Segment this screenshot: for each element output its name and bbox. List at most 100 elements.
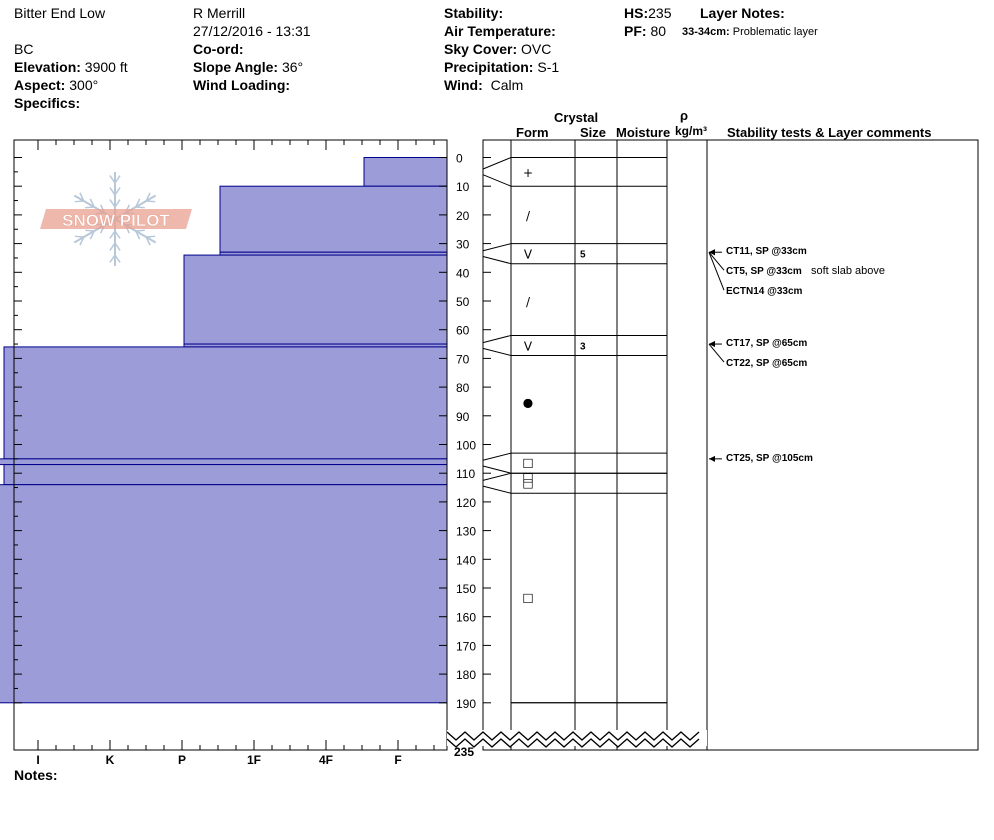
test-comment: soft slab above <box>811 265 885 277</box>
crystal-header: Crystal <box>554 110 599 125</box>
crystal-connector <box>482 243 512 252</box>
flake-branch <box>135 230 141 240</box>
flake-branch <box>79 236 85 246</box>
hardness-layer <box>0 484 448 704</box>
flake-branch <box>114 230 121 239</box>
flake-branch <box>109 230 116 239</box>
flake-branch <box>109 175 116 184</box>
crystal-form: V <box>524 339 533 353</box>
test-pointer <box>708 343 725 363</box>
depth-label: 50 <box>456 295 470 309</box>
layer-notes-label: Layer Notes: <box>700 5 785 21</box>
hs: HS:235 <box>624 5 672 21</box>
density-unit: kg/m³ <box>675 124 708 138</box>
depth-label: 140 <box>456 553 476 567</box>
flake-branch <box>114 199 121 208</box>
crystal-form: V <box>524 248 533 262</box>
notes-label: Notes: <box>14 767 58 783</box>
crystal-connector <box>482 472 512 481</box>
crystal-size: 5 <box>580 250 586 261</box>
test-pointer <box>708 252 725 291</box>
flake-branch <box>114 187 121 196</box>
layer-form: ● <box>523 395 533 409</box>
depth-label: 80 <box>456 381 470 395</box>
depth-label: 40 <box>456 266 470 280</box>
depth-label: 180 <box>456 668 476 682</box>
hardness-layer <box>3 346 448 460</box>
depth-label: 130 <box>456 525 476 539</box>
crystal-form: □ <box>522 456 533 470</box>
logo-text: SNOW PILOT <box>62 211 170 230</box>
depth-label: 120 <box>456 496 476 510</box>
crystal-connector <box>482 174 512 187</box>
flake-branch <box>146 200 156 203</box>
flake-branch <box>135 229 145 232</box>
layer-form: / <box>526 209 531 223</box>
slope-angle: Slope Angle: 36° <box>193 59 304 75</box>
hardness-layer <box>183 254 448 345</box>
wind: Wind: Calm <box>444 77 524 93</box>
air-temperature: Air Temperature: <box>444 23 556 39</box>
flake-branch <box>135 206 145 209</box>
test-label: CT17, SP @65cm <box>726 338 807 349</box>
axis-break <box>446 738 700 748</box>
specifics: Specifics: <box>14 95 81 111</box>
test-arrowhead <box>709 249 715 256</box>
elevation: Elevation: 3900 ft <box>14 59 128 75</box>
depth-label: 20 <box>456 209 470 223</box>
rho-header: ρ <box>680 108 689 123</box>
depth-label: 110 <box>456 467 475 481</box>
depth-label: 160 <box>456 611 476 625</box>
test-label: ECTN14 @33cm <box>726 286 803 297</box>
crystal-size: 3 <box>580 341 586 352</box>
test-label: CT25, SP @105cm <box>726 453 813 464</box>
layer-form: □ <box>522 470 533 484</box>
depth-label: 70 <box>456 352 470 366</box>
logo-band <box>40 209 192 229</box>
observer: R Merrill <box>193 5 246 21</box>
form-header: Form <box>516 125 549 140</box>
depth-label: 60 <box>456 324 470 338</box>
depth-label: 170 <box>456 639 476 653</box>
flake-branch <box>114 175 121 184</box>
hardness-label: 1F <box>247 753 261 767</box>
flake-branch <box>146 235 156 238</box>
flake-branch <box>145 192 151 202</box>
depth-label: 0 <box>456 152 463 166</box>
crystal-form: □ <box>522 476 533 490</box>
hardness-label: F <box>394 753 401 767</box>
wind-loading: Wind Loading: <box>193 77 291 93</box>
size-header: Size <box>580 125 607 140</box>
crystal-connector <box>482 157 512 170</box>
flake-branch <box>114 242 121 251</box>
flake-branch <box>109 254 116 263</box>
hardness-label: P <box>178 753 186 767</box>
test-pointer <box>708 251 725 271</box>
flake-branch <box>135 198 141 208</box>
flake-branch <box>109 199 116 208</box>
test-arrowhead <box>709 455 715 462</box>
layer-form: / <box>526 295 531 309</box>
datetime: 27/12/2016 - 13:31 <box>193 23 311 39</box>
flake-branch <box>145 236 151 246</box>
flake-branch <box>85 229 95 232</box>
layer-note: 33-34cm: Problematic layer <box>682 26 818 38</box>
pf: PF: 80 <box>624 23 667 39</box>
depth-label: 90 <box>456 410 470 424</box>
hardness-layer <box>3 464 448 486</box>
flake-branch <box>89 198 95 208</box>
crystal-connector <box>482 452 512 461</box>
stability: Stability: <box>444 5 504 21</box>
location: Bitter End Low <box>14 5 106 21</box>
flake-branch <box>109 242 116 251</box>
region: BC <box>14 41 34 57</box>
sky-cover: Sky Cover: OVC <box>444 41 552 57</box>
flake-branch <box>109 187 116 196</box>
coordinates: Co-ord: <box>193 41 244 57</box>
depth-label: 150 <box>456 582 476 596</box>
layer-form: + <box>523 166 533 180</box>
crystal-connector <box>482 256 512 265</box>
moisture-header: Moisture <box>616 125 671 140</box>
flake-branch <box>114 254 121 263</box>
